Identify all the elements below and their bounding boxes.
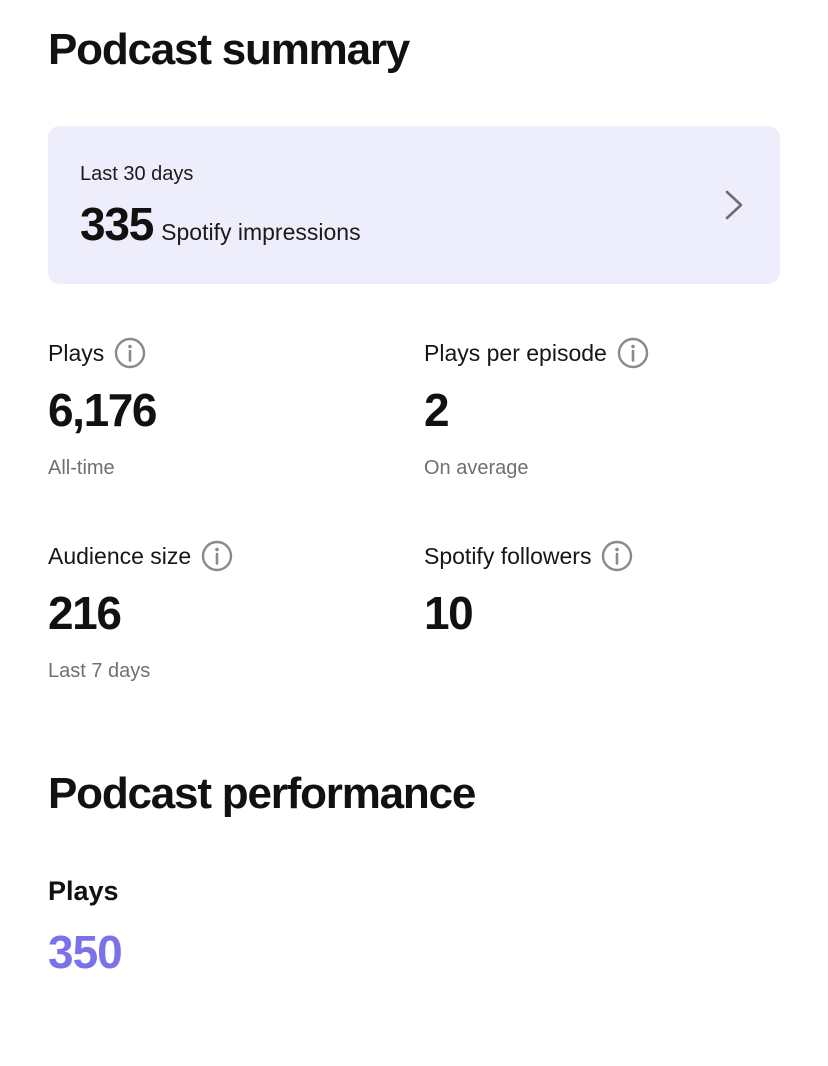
- info-icon[interactable]: [114, 337, 146, 369]
- stat-label-row: Plays: [48, 336, 388, 370]
- performance-metric-label: Plays: [48, 876, 119, 906]
- stat-value: 2: [424, 384, 450, 436]
- info-icon[interactable]: [601, 540, 633, 572]
- section-title-performance: Podcast performance: [48, 769, 476, 818]
- stat-value: 10: [424, 587, 474, 639]
- info-icon[interactable]: [201, 540, 233, 572]
- stat-value: 6,176: [48, 384, 158, 436]
- stat-label: Audience size: [48, 543, 192, 569]
- performance-metric-value: 350: [48, 926, 123, 978]
- stat-caption: On average: [424, 457, 529, 479]
- stat-plays-per-episode: Plays per episode 2 On average: [424, 336, 764, 480]
- impressions-value-row: 335 Spotify impressions: [80, 198, 361, 250]
- stat-value: 216: [48, 587, 122, 639]
- info-icon[interactable]: [617, 337, 649, 369]
- stat-plays: Plays 6,176 All-time: [48, 336, 388, 480]
- stat-label-row: Plays per episode: [424, 336, 764, 370]
- chevron-right-icon[interactable]: [722, 188, 746, 222]
- impressions-value: 335: [80, 198, 154, 250]
- stat-caption: Last 7 days: [48, 660, 151, 682]
- impressions-card[interactable]: Last 30 days 335 Spotify impressions: [48, 126, 780, 284]
- stat-audience-size: Audience size 216 Last 7 days: [48, 539, 388, 683]
- stat-label: Plays per episode: [424, 340, 607, 366]
- stat-spotify-followers: Spotify followers 10: [424, 539, 764, 639]
- impressions-period: Last 30 days: [80, 163, 194, 185]
- impressions-unit: Spotify impressions: [161, 219, 361, 245]
- page-title: Podcast summary: [48, 25, 410, 74]
- stat-label-row: Audience size: [48, 539, 388, 573]
- stat-label: Plays: [48, 340, 105, 366]
- stat-label: Spotify followers: [424, 543, 592, 569]
- stat-caption: All-time: [48, 457, 115, 479]
- stat-label-row: Spotify followers: [424, 539, 764, 573]
